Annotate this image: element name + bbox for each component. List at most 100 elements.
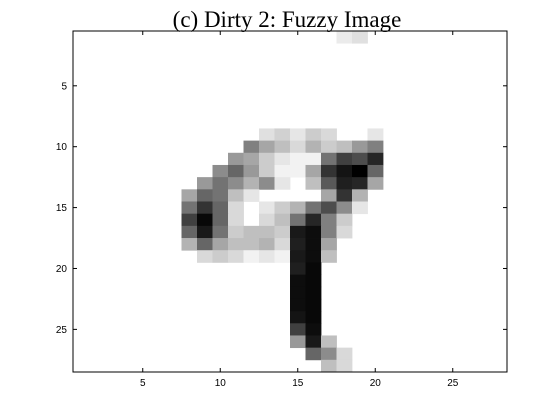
heatmap-cell — [305, 238, 322, 251]
chart-title: (c) Dirty 2: Fuzzy Image — [173, 7, 402, 32]
heatmap-cell — [352, 164, 368, 178]
heatmap-cell — [352, 152, 368, 166]
heatmap-cell — [259, 152, 275, 166]
heatmap-cell — [336, 359, 353, 373]
heatmap-cell — [352, 31, 368, 44]
heatmap-cell — [305, 262, 322, 275]
heatmap-cell — [228, 164, 244, 178]
heatmap-cell — [321, 213, 337, 227]
heatmap-cell — [243, 225, 260, 239]
heatmap-cell — [197, 177, 213, 190]
plot-frame — [72, 30, 508, 373]
heatmap-cell — [274, 152, 291, 166]
heatmap-cell — [305, 347, 322, 361]
heatmap-cell — [321, 347, 337, 361]
heatmap-cell — [274, 213, 291, 227]
heatmap-cell — [305, 164, 322, 178]
heatmap-cell — [243, 177, 260, 190]
heatmap-cell — [274, 177, 291, 190]
heatmap-cell — [336, 189, 353, 202]
heatmap-cell — [212, 189, 229, 202]
heatmap-cell — [228, 189, 244, 202]
heatmap-cell — [228, 238, 244, 251]
heatmap-cell — [290, 323, 306, 336]
heatmap-cell — [228, 201, 244, 215]
heatmap-cell — [321, 189, 337, 202]
heatmap-cell — [321, 152, 337, 166]
heatmap-cell — [212, 201, 229, 215]
heatmap-cell — [212, 213, 229, 227]
heatmap-cell — [212, 225, 229, 239]
heatmap-cell — [367, 164, 384, 178]
heatmap-cell — [259, 177, 275, 190]
y-tick-label: 25 — [56, 325, 68, 336]
heatmap-cell — [305, 140, 322, 154]
heatmap-cell — [259, 250, 275, 263]
heatmap-cell — [305, 323, 322, 336]
heatmap-cell — [290, 225, 306, 239]
heatmap-cell — [321, 238, 337, 251]
heatmap-cell — [305, 250, 322, 263]
heatmap-cell — [305, 311, 322, 324]
x-tick-label: 20 — [370, 378, 382, 389]
heatmap-cell — [197, 201, 213, 215]
heatmap-cell — [197, 225, 213, 239]
heatmap-cell — [305, 298, 322, 312]
heatmap-cell — [290, 335, 306, 349]
heatmap-cell — [212, 238, 229, 251]
heatmap-cell — [290, 274, 306, 288]
heatmap-cell — [212, 250, 229, 263]
heatmap-cell — [321, 201, 337, 215]
y-tick-label: 20 — [56, 264, 68, 275]
heatmap-cell — [290, 250, 306, 263]
heatmap-cell — [259, 140, 275, 154]
heatmap-cell — [243, 152, 260, 166]
y-tick-label: 10 — [56, 142, 68, 153]
heatmap-cell — [259, 225, 275, 239]
heatmap-cell — [181, 213, 198, 227]
heatmap-cell — [336, 140, 353, 154]
heatmap-cell — [197, 213, 213, 227]
x-tick-label: 25 — [447, 378, 459, 389]
heatmap-cell — [243, 140, 260, 154]
heatmap-cell — [336, 177, 353, 190]
heatmap-cell — [243, 250, 260, 263]
heatmap-cell — [212, 164, 229, 178]
heatmap-cell — [197, 238, 213, 251]
heatmap-cell — [336, 225, 353, 239]
heatmap-cell — [321, 250, 337, 263]
heatmap-cell — [181, 201, 198, 215]
heatmap-cell — [305, 225, 322, 239]
heatmap-cell — [305, 152, 322, 166]
heatmap-cell — [228, 225, 244, 239]
heatmap-cell — [228, 152, 244, 166]
heatmap-cell — [181, 189, 198, 202]
heatmap-cell — [181, 225, 198, 239]
heatmap-cell — [305, 335, 322, 349]
heatmap-cell — [290, 286, 306, 300]
heatmap-cell — [352, 177, 368, 190]
heatmap-cell — [321, 140, 337, 154]
heatmap-cell — [290, 298, 306, 312]
y-tick-label: 5 — [61, 81, 67, 92]
heatmap-cell — [243, 238, 260, 251]
heatmap-cells — [181, 31, 384, 373]
heatmap-cell — [197, 250, 213, 263]
x-tick-label: 15 — [292, 378, 304, 389]
heatmap-cell — [274, 201, 291, 215]
heatmap-cell — [305, 128, 322, 142]
heatmap-cell — [228, 213, 244, 227]
heatmap-cell — [321, 164, 337, 178]
heatmap-cell — [336, 347, 353, 361]
heatmap-cell — [290, 213, 306, 227]
heatmap-cell — [290, 262, 306, 275]
heatmap-cell — [290, 140, 306, 154]
heatmap-cell — [290, 152, 306, 166]
heatmap-cell — [290, 128, 306, 142]
heatmap-cell — [274, 128, 291, 142]
heatmap-cell — [197, 189, 213, 202]
heatmap-cell — [305, 177, 322, 190]
x-tick-label: 10 — [215, 378, 227, 389]
heatmap-cell — [243, 189, 260, 202]
